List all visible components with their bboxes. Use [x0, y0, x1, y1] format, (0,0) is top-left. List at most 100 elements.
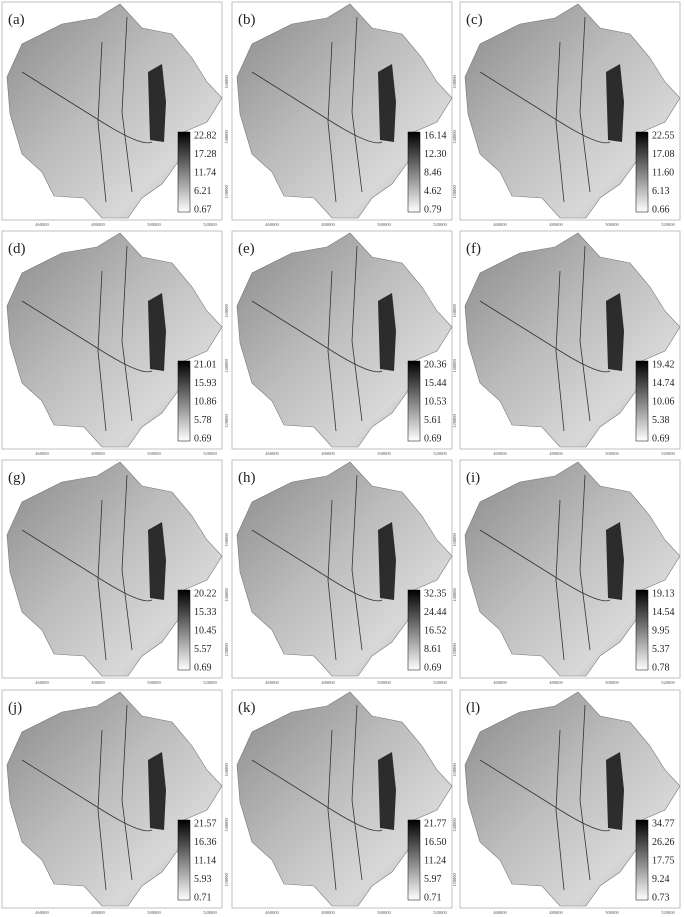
y-tick-label: 120000: [452, 414, 457, 428]
legend-value: 5.97: [424, 874, 442, 885]
y-tick-label: 140000: [224, 130, 229, 144]
river: [351, 474, 363, 651]
legend-value: 34.77: [652, 818, 675, 829]
dark-zone: [606, 752, 624, 830]
color-bar: [177, 360, 191, 442]
legend-value: 20.22: [194, 588, 217, 599]
x-tick-label: 520000: [203, 451, 217, 456]
legend-value: 0.79: [424, 204, 442, 215]
river: [121, 16, 133, 193]
legend-value: 0.73: [652, 892, 670, 903]
x-tick-label: 480000: [549, 680, 563, 685]
legend-value: 15.93: [194, 378, 217, 389]
x-tick-label: 500000: [605, 222, 619, 227]
color-bar: [635, 589, 649, 671]
dark-zone: [148, 752, 166, 830]
river: [97, 270, 107, 432]
river: [97, 499, 107, 661]
x-tick-label: 480000: [91, 910, 105, 915]
legend-value: 10.53: [424, 396, 447, 407]
legend-value: 11.74: [194, 167, 216, 178]
map-panel: (k) 21.77 16.50 11.24 5.97 0.71 460000 480000 50…: [224, 689, 453, 915]
river: [555, 499, 565, 661]
river: [121, 704, 133, 881]
legend-value: 0.71: [424, 892, 442, 903]
y-tick-label: 120000: [224, 414, 229, 428]
map-panel: (d) 21.01 15.93 10.86 5.78 0.69 460000 480000 50…: [1, 230, 223, 456]
color-bar: [177, 131, 191, 213]
river: [351, 704, 363, 881]
x-tick-label: 500000: [605, 910, 619, 915]
map-panel: (e) 20.36 15.44 10.53 5.61 0.69 460000 480000 50…: [224, 230, 453, 456]
x-tick-label: 500000: [147, 680, 161, 685]
y-tick-label: 140000: [224, 588, 229, 602]
panel-label: (f): [466, 241, 481, 257]
x-tick-label: 520000: [433, 680, 447, 685]
river: [555, 270, 565, 432]
river: [251, 300, 383, 373]
river: [21, 759, 153, 832]
legend-value: 15.44: [424, 378, 447, 389]
legend-value: 19.42: [652, 359, 675, 370]
map-panel: (a) 22.82 17.28 11.74 6.21 0.67 460000 480000 50…: [1, 1, 223, 227]
x-tick-label: 480000: [91, 680, 105, 685]
river: [579, 16, 591, 193]
y-tick-label: 140000: [452, 130, 457, 144]
legend-value: 14.74: [652, 378, 675, 389]
x-tick-label: 460000: [493, 222, 507, 227]
dark-zone: [148, 293, 166, 371]
y-tick-label: 120000: [224, 185, 229, 199]
panel-label: (c): [466, 12, 483, 28]
legend-value: 11.60: [652, 167, 674, 178]
legend-value: 21.01: [194, 359, 217, 370]
y-tick-label: 120000: [224, 873, 229, 887]
x-tick-label: 500000: [605, 680, 619, 685]
x-tick-label: 460000: [265, 680, 279, 685]
x-tick-label: 460000: [35, 680, 49, 685]
x-tick-label: 480000: [549, 222, 563, 227]
legend-value: 11.24: [424, 855, 446, 866]
river: [351, 245, 363, 422]
map-panel: (g) 20.22 15.33 10.45 5.57 0.69 460000 480000 50…: [1, 459, 223, 685]
panel-label: (k): [238, 700, 256, 716]
legend-value: 32.35: [424, 588, 447, 599]
y-tick-label: 160000: [224, 304, 229, 318]
map-panel: (i) 19.13 14.54 9.95 5.37 0.78 460000 480000 500…: [452, 459, 681, 685]
panel-label: (e): [238, 241, 255, 257]
x-tick-label: 460000: [493, 910, 507, 915]
color-bar: [635, 819, 649, 901]
legend-value: 0.69: [652, 433, 670, 444]
y-tick-label: 160000: [224, 533, 229, 547]
dark-zone: [378, 752, 396, 830]
river: [327, 729, 337, 891]
legend-value: 22.55: [652, 130, 675, 141]
map-panel: (c) 22.55 17.08 11.60 6.13 0.66 460000 480000 50…: [452, 1, 681, 227]
river: [251, 71, 383, 144]
x-tick-label: 460000: [265, 910, 279, 915]
panel-label: (i): [466, 470, 480, 486]
x-tick-label: 500000: [147, 451, 161, 456]
legend-value: 16.52: [424, 625, 447, 636]
river: [579, 474, 591, 651]
legend-value: 17.28: [194, 149, 217, 160]
river: [97, 729, 107, 891]
color-bar: [407, 131, 421, 213]
legend-value: 0.71: [194, 892, 212, 903]
legend-value: 0.69: [194, 433, 212, 444]
y-tick-label: 140000: [224, 818, 229, 832]
x-tick-label: 480000: [321, 451, 335, 456]
x-tick-label: 480000: [321, 680, 335, 685]
panel-label: (a): [8, 12, 25, 28]
x-tick-label: 460000: [493, 680, 507, 685]
x-tick-label: 460000: [35, 451, 49, 456]
legend-value: 10.06: [652, 396, 675, 407]
dark-zone: [148, 64, 166, 142]
legend-value: 6.21: [194, 186, 212, 197]
river: [21, 71, 153, 144]
x-tick-label: 520000: [203, 222, 217, 227]
dark-zone: [148, 522, 166, 600]
river: [555, 729, 565, 891]
legend-value: 0.69: [424, 433, 442, 444]
x-tick-label: 500000: [377, 680, 391, 685]
x-tick-label: 460000: [35, 910, 49, 915]
